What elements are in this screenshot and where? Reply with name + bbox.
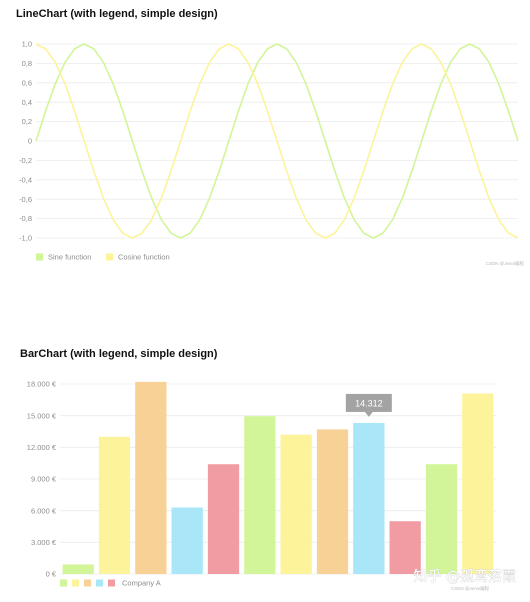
bar-legend-swatch <box>60 579 67 587</box>
bar-y-tick-label: 12.000 € <box>27 443 57 452</box>
bar-8 <box>316 429 349 574</box>
line-y-tick-label: -1,0 <box>19 234 32 243</box>
line-y-tick-label: 0,2 <box>22 117 32 126</box>
bar-1 <box>62 564 94 574</box>
bar-10 <box>389 521 421 574</box>
bar-4 <box>171 507 203 574</box>
line-y-tick-label: 0 <box>28 137 32 146</box>
sine-series-line <box>35 43 519 239</box>
bar-y-tick-label: 0 € <box>46 570 57 579</box>
legend-swatch-sine <box>36 253 43 261</box>
line-y-tick-label: 0,6 <box>22 78 32 87</box>
legend-label-sine: Sine function <box>48 253 91 262</box>
bar-legend-swatch <box>108 579 115 587</box>
bar-legend-swatch <box>84 579 91 587</box>
watermark: 知乎 @孤鸾落霞 <box>414 568 516 585</box>
bar-chart-title: BarChart (with legend, simple design) <box>20 348 218 360</box>
bar-legend-swatch <box>72 579 79 587</box>
legend-swatch-cosine <box>106 253 113 261</box>
bar-y-tick-label: 9.000 € <box>31 475 57 484</box>
line-y-tick-label: -0,6 <box>19 195 32 204</box>
line-chart-title: LineChart (with legend, simple design) <box>16 8 218 20</box>
line-chart: 1,0 0,8 0,6 0,4 0,2 0 -0,2 -0,4 -0,6 -0,8 -1,0 Sine… <box>19 40 525 267</box>
line-y-tick-label: -0,4 <box>19 175 32 184</box>
legend-label-cosine: Cosine function <box>118 253 170 262</box>
bar-y-tick-label: 6.000 € <box>31 506 57 515</box>
cosine-series-line <box>35 43 519 239</box>
bar-5 <box>207 464 240 574</box>
bar-12 <box>462 393 494 574</box>
tooltip-box <box>345 393 392 412</box>
tooltip-value: 14.312 <box>355 398 383 408</box>
bar-y-tick-label: 15.000 € <box>27 411 57 420</box>
bar-7 <box>280 434 312 574</box>
bar-legend-swatch <box>96 579 103 587</box>
line-y-tick-label: 0,8 <box>22 59 32 68</box>
bar-y-tick-label: 3.000 € <box>31 538 57 547</box>
line-y-tick-label: -0,8 <box>19 214 32 223</box>
line-chart-credit: CSDN @Jenni编程 <box>486 260 525 267</box>
tooltip-pointer <box>364 411 373 417</box>
bar-9 <box>353 422 385 574</box>
line-y-tick-label: -0,2 <box>19 156 32 165</box>
bar-11 <box>425 464 458 574</box>
bar-chart-credit: CSDN @Jenni编程 <box>451 585 490 592</box>
bar-3 <box>135 381 167 574</box>
bar-6 <box>244 416 276 574</box>
bar-y-tick-label: 18.000 € <box>27 380 57 389</box>
bar-legend-label: Company A <box>122 579 161 588</box>
line-y-tick-label: 1,0 <box>22 40 32 49</box>
bar-2 <box>98 436 131 574</box>
line-y-tick-label: 0,4 <box>22 98 32 107</box>
